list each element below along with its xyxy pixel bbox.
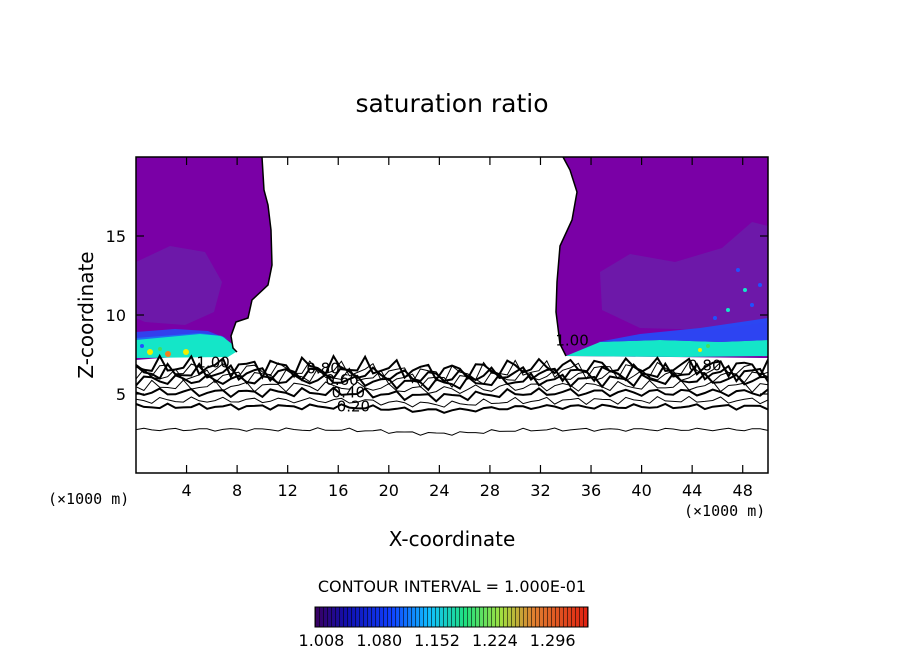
chart-title: saturation ratio: [355, 89, 548, 118]
x-tick-label: 40: [631, 481, 651, 500]
y-tick-label: 5: [116, 385, 126, 404]
x-tick-label: 16: [328, 481, 348, 500]
contour-label: 0.80: [306, 360, 339, 378]
colorbar-tick-label: 1.008: [299, 631, 345, 650]
cloud-boundary-left: [230, 157, 273, 353]
y-axis-label: Z-coordinate: [74, 251, 98, 378]
x-tick-label: 8: [232, 481, 242, 500]
x-tick-label: 20: [379, 481, 399, 500]
right-speckles: [698, 268, 762, 352]
colorbar: 1.008 1.080 1.152 1.224 1.296: [299, 606, 589, 650]
contour-line: [136, 395, 768, 408]
cloud-boundary-right: [555, 157, 578, 357]
right-darker-region: [600, 222, 768, 330]
y-tick-label: 10: [106, 306, 126, 325]
colorbar-tick-labels: 1.008 1.080 1.152 1.224 1.296: [299, 631, 576, 650]
contour-label: 0.40: [332, 383, 365, 401]
colorbar-tick-label: 1.296: [530, 631, 576, 650]
plot-field: 1.00 0.800.600.400.201.000.80: [136, 157, 768, 436]
x-axis-ticks: 4 8 12 16 20 24 28 32 36 40 44 48: [181, 157, 753, 500]
x-tick-label: 44: [682, 481, 702, 500]
left-cyan-band: [136, 333, 236, 358]
x-axis-label: X-coordinate: [389, 527, 516, 551]
contour-line: [136, 353, 768, 382]
x-tick-label: 4: [181, 481, 191, 500]
contour-labels: 1.00 0.800.600.400.201.000.80: [196, 331, 721, 416]
y-axis-ticks: 5 10 15: [106, 227, 768, 404]
right-cyan-band: [566, 340, 768, 357]
x-unit-right: (×1000 m): [684, 502, 765, 520]
x-unit-left: (×1000 m): [48, 490, 129, 508]
left-darker-region: [136, 246, 222, 325]
colorbar-stripes: [315, 607, 588, 627]
x-tick-label: 12: [278, 481, 298, 500]
contour-line: [136, 386, 768, 403]
colorbar-frame: [314, 606, 589, 628]
contour-label: 0.80: [688, 357, 721, 375]
y-tick-label: 15: [106, 227, 126, 246]
right-blue-edge: [598, 318, 768, 342]
x-tick-label: 36: [581, 481, 601, 500]
contour-label: 0.20: [337, 398, 370, 416]
x-tick-label: 48: [733, 481, 753, 500]
x-tick-label: 32: [530, 481, 550, 500]
colorbar-tick-label: 1.224: [472, 631, 518, 650]
left-speckles: [140, 344, 189, 357]
contour-label: 1.00: [196, 353, 229, 371]
left-blue-edge: [136, 329, 230, 340]
x-tick-label: 28: [480, 481, 500, 500]
x-tick-label: 24: [429, 481, 449, 500]
colorbar-tick-label: 1.152: [414, 631, 460, 650]
contour-lines: [136, 353, 768, 436]
colorbar-tick-label: 1.080: [356, 631, 402, 650]
contour-label: 0.60: [325, 371, 358, 389]
contour-line: [136, 379, 768, 394]
contour-interval-label: CONTOUR INTERVAL = 1.000E-01: [318, 577, 586, 596]
contour-line: [136, 427, 768, 436]
contour-line: [136, 367, 768, 388]
contour-line: [136, 402, 768, 414]
contour-label: 1.00: [555, 331, 588, 349]
